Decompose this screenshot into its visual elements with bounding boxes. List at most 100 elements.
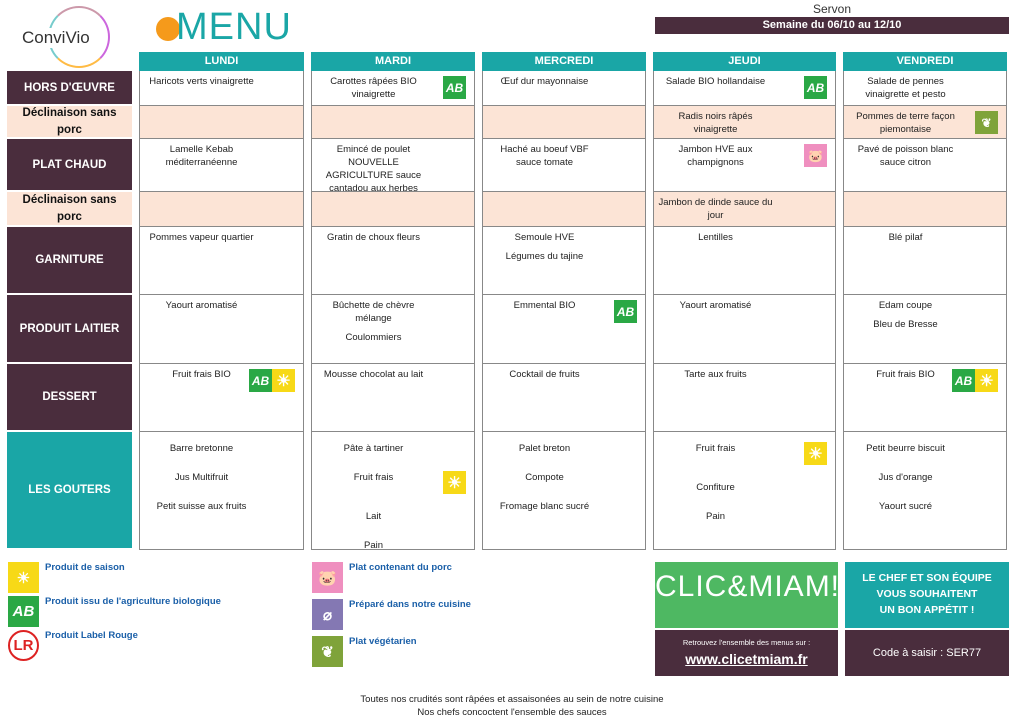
menu-item-text: Radis noirs râpés vinaigrette [678, 111, 753, 135]
cell-items: Fruit frais BIO [848, 368, 1002, 381]
organic-ab-icon: AB [804, 76, 827, 99]
organic-ab-icon: AB [952, 369, 975, 392]
menu-cell: Cocktail de fruits [482, 364, 646, 432]
legend-label: Préparé dans notre cuisine [349, 599, 471, 610]
cell-icons: AB [443, 76, 466, 99]
menu-cell [139, 106, 304, 139]
menu-item: Fruit frais ☀ [316, 471, 470, 494]
menu-item: Pommes vapeur quartier [144, 231, 299, 244]
row-label: DESSERT [7, 364, 132, 432]
menu-item: Pavé de poisson blanc sauce citron [848, 143, 1002, 169]
day-header-lundi: LUNDI [139, 52, 304, 71]
cell-items: Edam coupe Bleu de Bresse [848, 299, 1002, 331]
menu-cell: Haché au boeuf VBF sauce tomate [482, 139, 646, 192]
menu-item-text: Jambon HVE aux champignons [678, 144, 753, 168]
day-header-mercredi: MERCREDI [482, 52, 646, 71]
menu-cell: Jambon de dinde sauce du jour [653, 192, 836, 227]
menu-item-text: Barre bretonne [169, 443, 234, 454]
cell-icons: AB ☀ [952, 369, 998, 392]
menu-item: Salade BIO hollandaise [658, 75, 831, 88]
cell-items: Tarte aux fruits [658, 368, 831, 381]
menu-item: Petit beurre biscuit [848, 442, 1002, 455]
menu-cell: Palet breton Compote Fromage blanc sucré [482, 432, 646, 550]
menu-item-text: Bûchette de chèvre mélange [332, 300, 415, 324]
footer-note: Toutes nos crudités sont râpées et assai… [360, 694, 664, 718]
menu-item: Haché au boeuf VBF sauce tomate [487, 143, 641, 169]
menu-item: Légumes du tajine [487, 250, 641, 263]
menu-cell: Salade BIO hollandaise AB [653, 71, 836, 106]
menu-item-text: Yaourt sucré [878, 501, 933, 512]
menu-cell [139, 192, 304, 227]
vegetarian-leaf-icon: ❦ [312, 636, 343, 667]
menu-item: Lait [316, 510, 470, 523]
menu-item: Radis noirs râpés vinaigrette [658, 110, 831, 136]
menu-item: Jus d'orange [848, 471, 1002, 484]
clicetmiam-link[interactable]: www.clicetmiam.fr [685, 651, 808, 667]
cell-icons: ❦ [975, 111, 998, 134]
menu-item-text: Fruit frais [695, 443, 736, 454]
menu-cell: Salade de pennes vinaigrette et pesto [843, 71, 1007, 106]
menu-cell: Fruit frais BIO AB ☀ [843, 364, 1007, 432]
chef-message: LE CHEF ET SON ÉQUIPE VOUS SOUHAITENT UN… [845, 562, 1009, 628]
day-header-vendredi: VENDREDI [843, 52, 1007, 71]
menu-item-text: Emincé de poulet NOUVELLE AGRICULTURE sa… [325, 144, 422, 194]
menu-item: Bleu de Bresse [848, 318, 1002, 331]
legend-item: ☀ Produit de saison [8, 562, 221, 593]
menu-item-text: Œuf dur mayonnaise [500, 76, 589, 87]
menu-item-text: Confiture [696, 482, 735, 493]
menu-item: Pain [658, 510, 831, 523]
cell-items: Pâte à tartiner Fruit frais ☀ Lait Pain [316, 436, 470, 552]
menu-cell: Fruit frais ☀ Confiture Pain [653, 432, 836, 550]
menu-cell [311, 192, 475, 227]
menu-item: Fruit frais BIO [144, 368, 299, 381]
clicetmiam-panel: Retrouvez l'ensemble des menus sur : www… [655, 630, 838, 676]
menu-item: Blé pilaf [848, 231, 1002, 244]
menu-item-text: Cocktail de fruits [509, 369, 580, 380]
legend-column-1: ☀ Produit de saison AB Produit issu de l'ag… [8, 562, 221, 661]
menu-cell: Yaourt aromatisé [653, 295, 836, 364]
menu-item-text: Yaourt aromatisé [165, 300, 238, 311]
cell-items: Palet breton Compote Fromage blanc sucré [487, 436, 641, 513]
menu-item-text: Emmental BIO [513, 300, 576, 311]
menu-cell [311, 106, 475, 139]
cell-items: Jambon de dinde sauce du jour [658, 196, 831, 222]
cell-items: Barre bretonne Jus Multifruit Petit suisse… [144, 436, 299, 513]
legend-label: Plat contenant du porc [349, 562, 452, 573]
cell-items: Haché au boeuf VBF sauce tomate [487, 143, 641, 169]
label-rouge-icon: LR [8, 630, 39, 661]
menu-item: Pommes de terre façon piemontaise [848, 110, 1002, 136]
menu-cell: Semoule HVE Légumes du tajine [482, 227, 646, 295]
seasonal-sun-icon: ☀ [8, 562, 39, 593]
menu-item-text: Pain [705, 511, 725, 522]
menu-cell: Pavé de poisson blanc sauce citron [843, 139, 1007, 192]
menu-item: Pain [316, 539, 470, 552]
row-label: GARNITURE [7, 227, 132, 295]
menu-item-text: Edam coupe [878, 300, 933, 311]
cell-items: Blé pilaf [848, 231, 1002, 244]
menu-item: Fruit frais BIO [848, 368, 1002, 381]
item-icons: ☀ [804, 442, 827, 465]
pork-pig-icon: 🐷 [312, 562, 343, 593]
menu-item-text: Haricots verts vinaigrette [149, 76, 254, 87]
menu-cell: Mousse chocolat au lait [311, 364, 475, 432]
menu-item: Yaourt aromatisé [658, 299, 831, 312]
menu-item-text: Haché au boeuf VBF sauce tomate [500, 144, 589, 168]
cell-items: Lentilles [658, 231, 831, 244]
menu-cell: Pommes de terre façon piemontaise ❦ [843, 106, 1007, 139]
menu-cell [843, 192, 1007, 227]
legend-label: Produit Label Rouge [45, 630, 138, 641]
seasonal-sun-icon: ☀ [272, 369, 295, 392]
menu-cell: Tarte aux fruits [653, 364, 836, 432]
organic-ab-icon: AB [249, 369, 272, 392]
menu-item: Palet breton [487, 442, 641, 455]
cell-items: Radis noirs râpés vinaigrette [658, 110, 831, 136]
menu-item: Jambon HVE aux champignons [658, 143, 831, 169]
seasonal-sun-icon: ☀ [443, 471, 466, 494]
convivio-logo: ConviVio [18, 6, 120, 68]
menu-cell: Gratin de choux fleurs [311, 227, 475, 295]
organic-ab-icon: AB [443, 76, 466, 99]
menu-cell: Yaourt aromatisé [139, 295, 304, 364]
menu-item-text: Semoule HVE [514, 232, 575, 243]
menu-item: Compote [487, 471, 641, 484]
menu-item-text: Lamelle Kebab méditerranéenne [165, 144, 238, 168]
